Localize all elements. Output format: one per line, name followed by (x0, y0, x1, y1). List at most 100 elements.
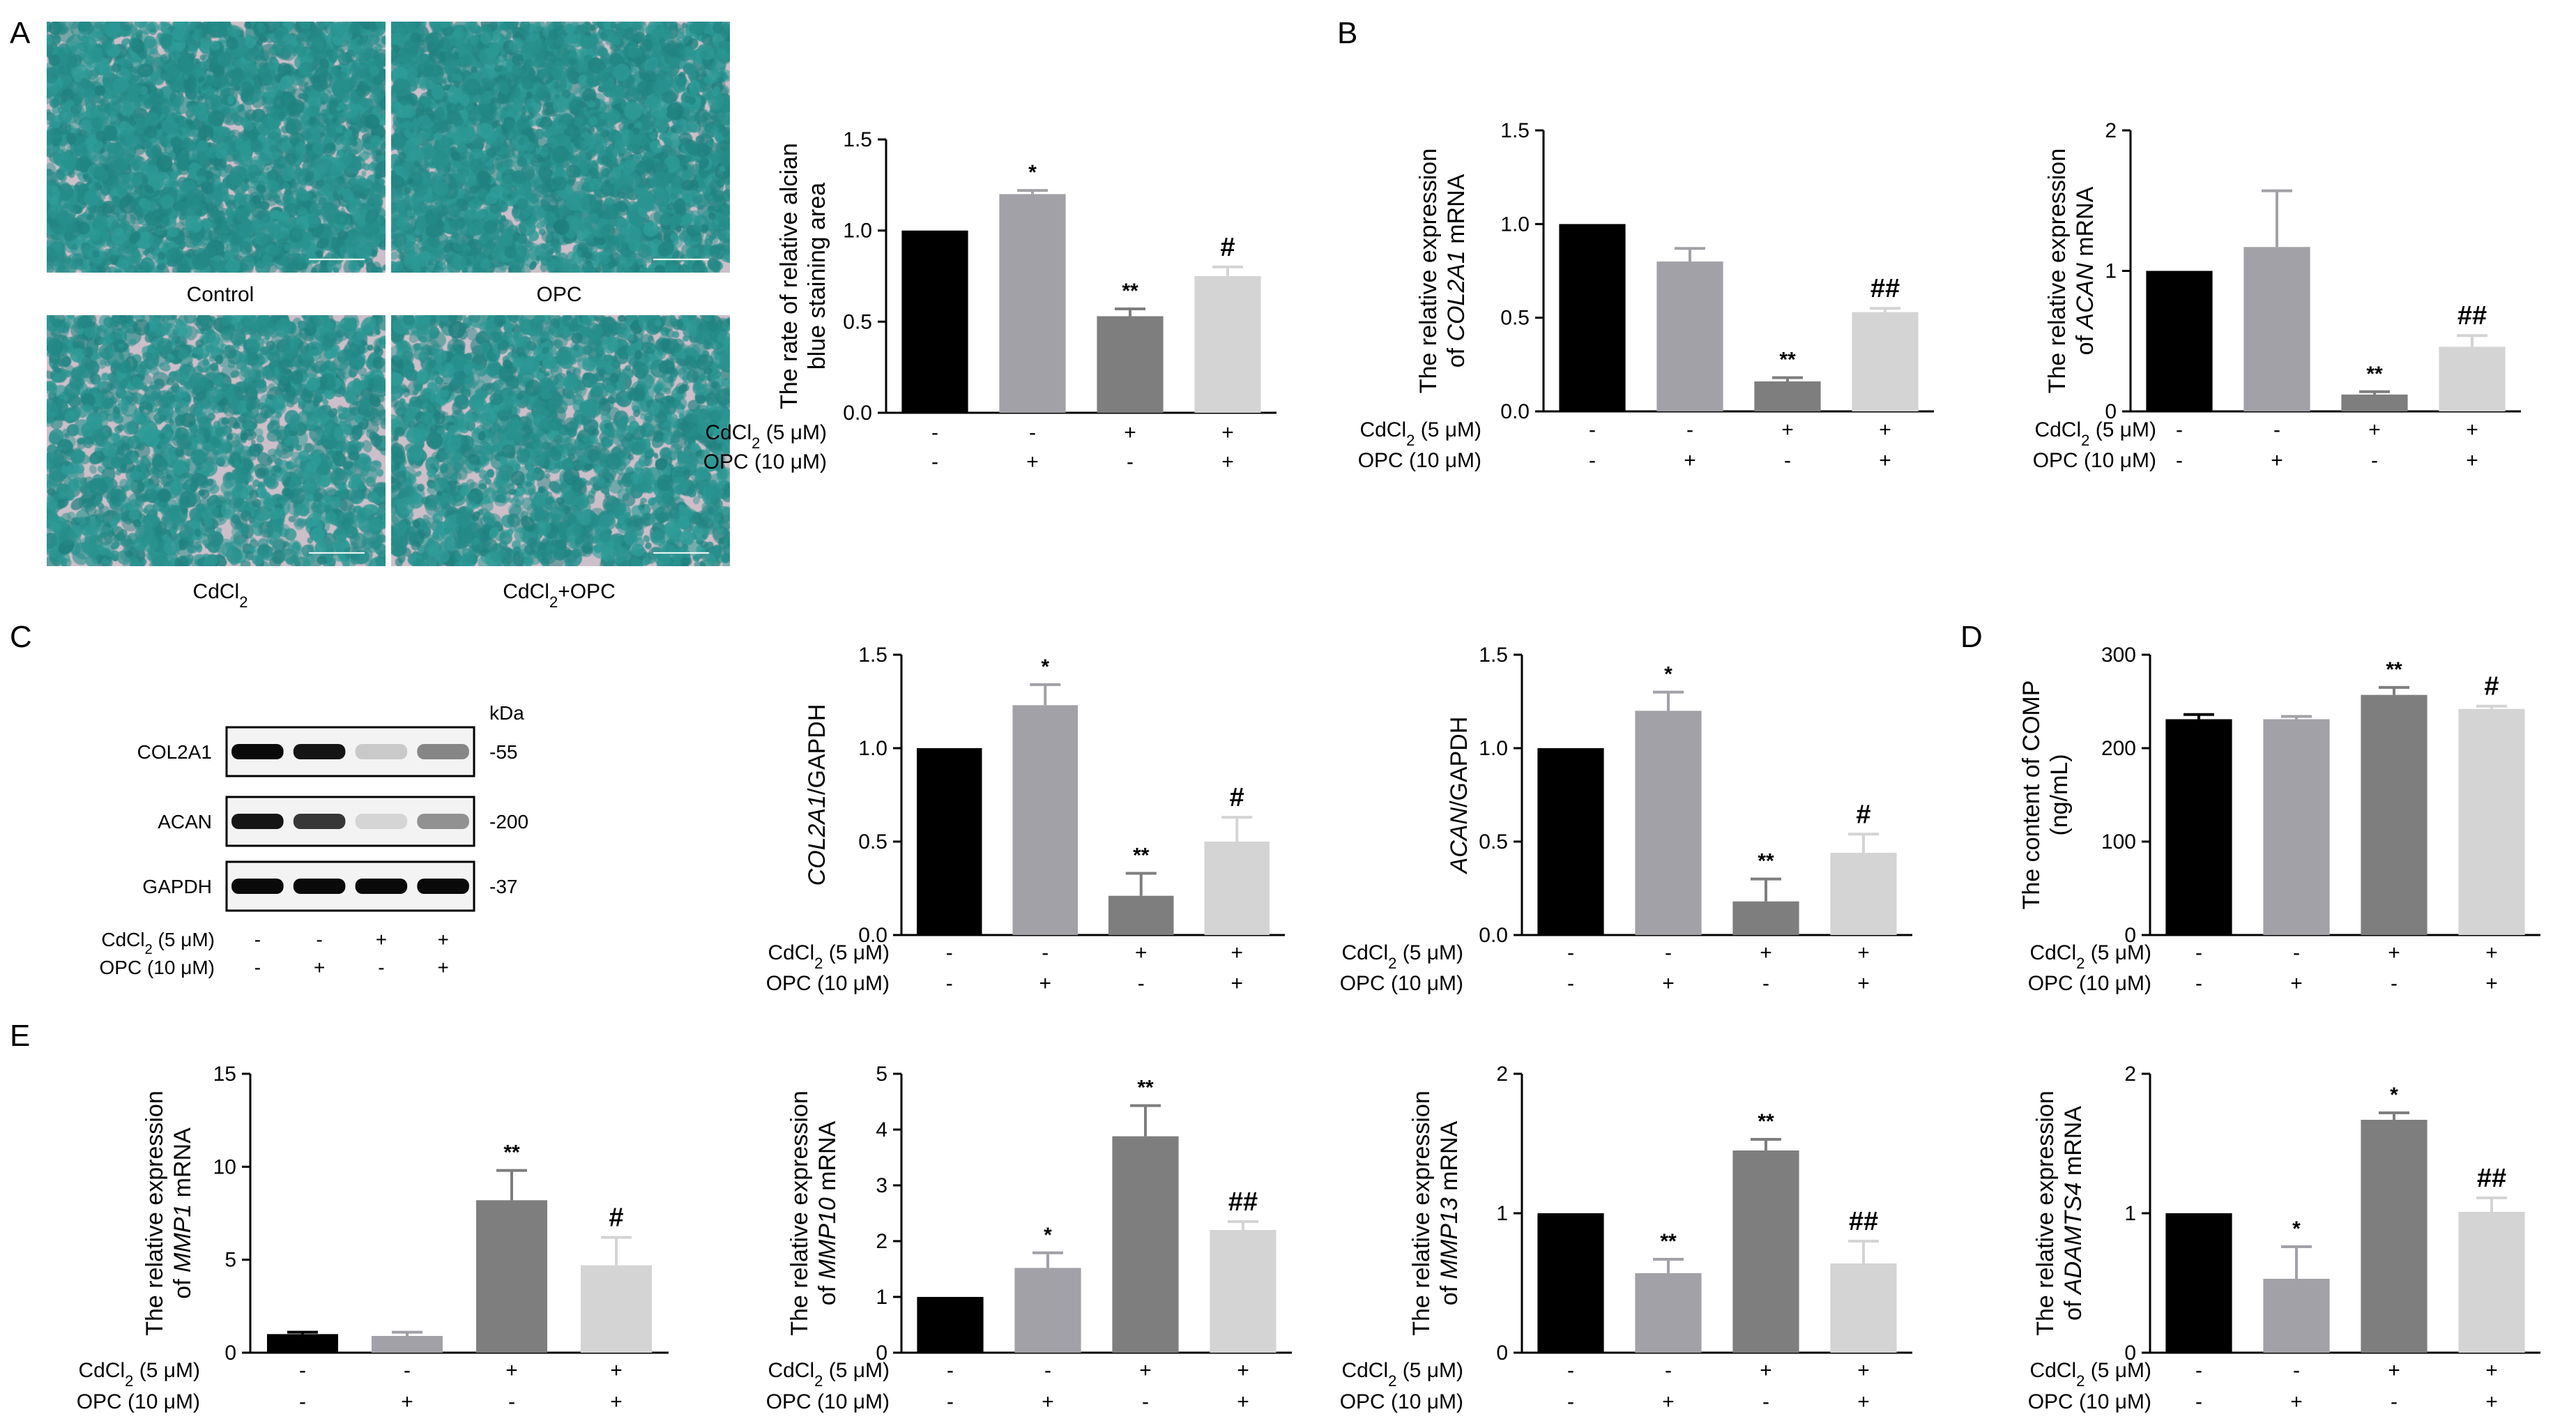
blot-cdcl2-sign: + (376, 929, 387, 950)
cdcl2-sign: - (1029, 421, 1036, 444)
cdcl2-sign: - (2293, 1359, 2300, 1382)
micrograph-cdcl2 (47, 315, 386, 566)
y-tick-label: 1.0 (858, 737, 887, 760)
opc-label: OPC (10 μM) (1358, 449, 1481, 472)
opc-sign: - (1127, 450, 1134, 473)
y-tick-label: 0.5 (843, 310, 872, 333)
cdcl2-sign: + (1230, 941, 1243, 964)
blot-row-acan: ACAN -200 (158, 796, 528, 847)
micrograph-cdcl2-opc (391, 315, 730, 566)
bar-1 (2165, 719, 2232, 935)
panel-letter-B: B (1337, 16, 1357, 50)
cdcl2-sign: + (1857, 941, 1870, 964)
y-tick-label: 1.0 (1500, 213, 1530, 236)
opc-sign: - (2176, 449, 2183, 472)
significance-mark: # (1856, 800, 1870, 829)
bar-1 (267, 1334, 338, 1353)
opc-label: OPC (10 μM) (77, 1390, 200, 1413)
micrograph-label: OPC (536, 283, 581, 306)
blot-kda-label: -200 (489, 811, 528, 833)
significance-mark: * (1041, 655, 1049, 678)
y-tick-label: 1 (1496, 1202, 1508, 1225)
opc-sign: + (1857, 1390, 1870, 1413)
cdcl2-sign: + (1135, 941, 1148, 964)
blot-opc-sign: + (437, 957, 448, 978)
significance-mark: ** (2386, 658, 2402, 681)
opc-label: OPC (10 μM) (703, 450, 827, 473)
cdcl2-sign: + (505, 1359, 518, 1382)
cdcl2-sign: - (1044, 1359, 1051, 1382)
chart-e3: 0 1 2 The relative expression of MMP13 mRNA -… (1340, 1063, 1912, 1413)
significance-mark: * (1044, 1224, 1052, 1247)
bar-1 (2146, 271, 2213, 411)
y-axis-label: ACAN/GAPDH (1446, 717, 1472, 875)
bar-3 (1732, 1150, 1799, 1353)
cdcl2-sign: + (2466, 418, 2478, 441)
bar-4 (1830, 853, 1897, 935)
significance-mark: ## (2477, 1164, 2506, 1193)
opc-sign: - (1138, 972, 1145, 995)
y-tick-label: 200 (2101, 737, 2136, 760)
opc-label: OPC (10 μM) (2028, 972, 2151, 995)
cdcl2-sign: + (1139, 1359, 1152, 1382)
bar-4 (581, 1265, 652, 1353)
opc-label: OPC (10 μM) (766, 972, 890, 995)
micrograph-opc (391, 22, 730, 273)
cdcl2-sign: - (2195, 1359, 2202, 1382)
cdcl2-sign: - (931, 421, 938, 444)
opc-sign: - (2195, 1390, 2202, 1413)
bar-2 (2263, 719, 2330, 935)
y-tick-label: 0 (224, 1342, 236, 1365)
opc-sign: + (1237, 1390, 1249, 1413)
bar-4 (1830, 1263, 1897, 1353)
y-tick-label: 100 (2101, 830, 2136, 853)
y-tick-label: 15 (213, 1063, 236, 1086)
bar-2 (1014, 1268, 1081, 1353)
y-axis-label: of ACAN mRNA (2072, 186, 2098, 355)
opc-sign: - (1762, 972, 1769, 995)
chart-c1: 0.0 0.5 1.0 1.5 COL2A1/GAPDH - - * - + ** + - # + + CdCl… (766, 644, 1285, 995)
bar-4 (2458, 1212, 2525, 1353)
cdcl2-sign: - (1665, 941, 1672, 964)
bar-4 (1194, 276, 1261, 413)
significance-mark: # (2484, 672, 2499, 701)
cdcl2-sign: - (1665, 1359, 1672, 1382)
chart-c2: 0.0 0.5 1.0 1.5 ACAN/GAPDH - - * - + ** + - # + + CdCl2 … (1340, 644, 1912, 995)
blot-opc-label: OPC (10 μM) (100, 957, 215, 978)
y-axis-label: The relative expression (142, 1091, 168, 1336)
opc-sign: + (610, 1390, 623, 1413)
bar-3 (2341, 394, 2408, 411)
opc-label: OPC (10 μM) (766, 1390, 890, 1413)
bar-3 (1754, 381, 1821, 411)
cdcl2-sign: + (1879, 418, 1891, 441)
cdcl2-sign: + (2388, 941, 2400, 964)
y-axis-label: (ng/mL) (2046, 754, 2073, 835)
cdcl2-sign: - (1042, 941, 1049, 964)
chart-a: 0.0 0.5 1.0 1.5 The rate of relative alcian b… (703, 128, 1276, 473)
bar-3 (2361, 1120, 2428, 1353)
cdcl2-sign: - (1567, 1359, 1574, 1382)
cdcl2-label: CdCl2 (5 μM) (2029, 941, 2151, 972)
y-axis-label: of MMP1 mRNA (169, 1127, 196, 1299)
chart-b1: 0.0 0.5 1.0 1.5 The relative expression of CO… (1358, 119, 1934, 472)
blot-protein-label: GAPDH (142, 876, 212, 897)
opc-sign: + (2290, 1390, 2303, 1413)
opc-sign: - (508, 1390, 515, 1413)
blot-opc-sign: - (378, 957, 384, 978)
significance-mark: * (1664, 663, 1672, 686)
cdcl2-sign: + (1237, 1359, 1249, 1382)
bar-3 (1112, 1136, 1179, 1353)
opc-sign: - (946, 972, 953, 995)
opc-label: OPC (10 μM) (1340, 1390, 1463, 1413)
y-axis-label: The relative expression (1415, 149, 1442, 394)
significance-mark: * (1028, 161, 1037, 184)
opc-sign: + (2485, 972, 2498, 995)
cdcl2-label: CdCl2 (5 μM) (1359, 418, 1481, 449)
cdcl2-sign: - (1589, 418, 1596, 441)
opc-sign: + (2466, 449, 2478, 472)
bar-2 (1656, 261, 1723, 411)
y-tick-label: 0.5 (858, 830, 887, 853)
cdcl2-sign: - (1686, 418, 1693, 441)
cdcl2-label: CdCl2 (5 μM) (2034, 418, 2156, 449)
